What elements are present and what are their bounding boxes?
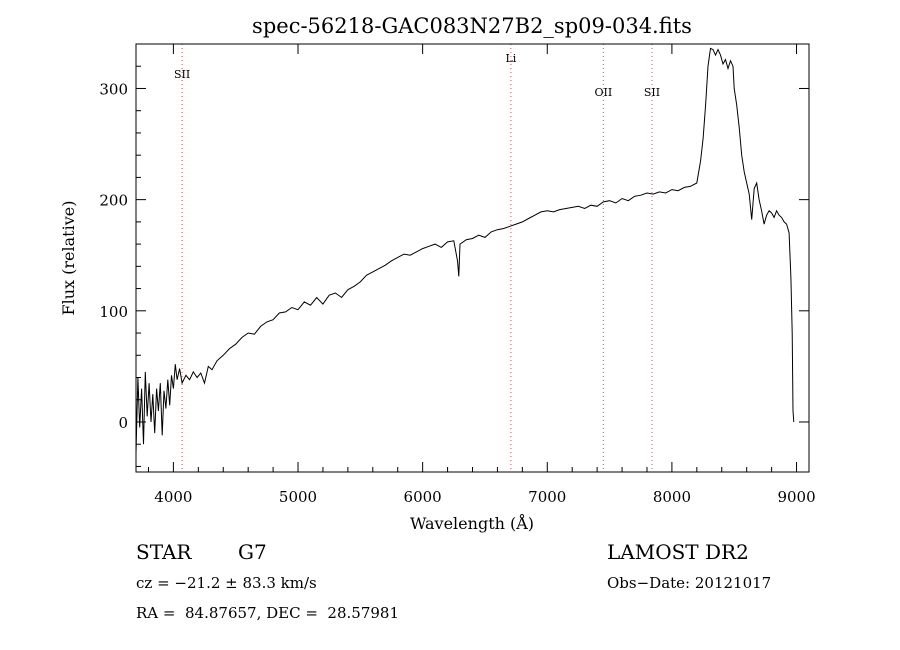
y-tick-label-300: 300 [99,80,128,98]
marker-label-1: Li [505,52,516,65]
spectrum-line [135,47,795,454]
sky-coordinates: RA = 84.87657, DEC = 28.57981 [136,604,400,622]
chart-title: spec-56218-GAC083N27B2_sp09-034.fits [252,14,692,38]
object-subclass: G7 [238,540,267,564]
object-class: STAR [136,540,192,564]
y-axis-ticks: 0 100 200 300 [99,43,809,467]
survey-release: LAMOST DR2 [607,540,749,564]
x-tick-label-6000: 6000 [404,488,442,506]
x-tick-label-9000: 9000 [777,488,815,506]
x-axis-ticks: 4000 5000 6000 7000 8000 9000 [147,44,816,506]
marker-label-3: SII [644,86,660,99]
plot-frame [135,43,810,473]
x-tick-label-8000: 8000 [653,488,691,506]
x-tick-label-7000: 7000 [528,488,566,506]
x-axis-label: Wavelength (Å) [410,513,534,533]
marker-label-0: SII [174,68,190,81]
y-tick-label-200: 200 [99,192,128,210]
y-tick-label-0: 0 [118,414,128,432]
x-tick-label-5000: 5000 [279,488,317,506]
y-axis-label: Flux (relative) [59,201,78,316]
y-tick-label-100: 100 [99,303,128,321]
marker-label-2: OII [595,86,613,99]
observation-date: Obs−Date: 20121017 [607,574,772,592]
x-tick-label-4000: 4000 [154,488,192,506]
redshift-velocity: cz = −21.2 ± 83.3 km/s [136,574,317,592]
spectral-line-markers: SII Li OII SII [174,44,660,472]
